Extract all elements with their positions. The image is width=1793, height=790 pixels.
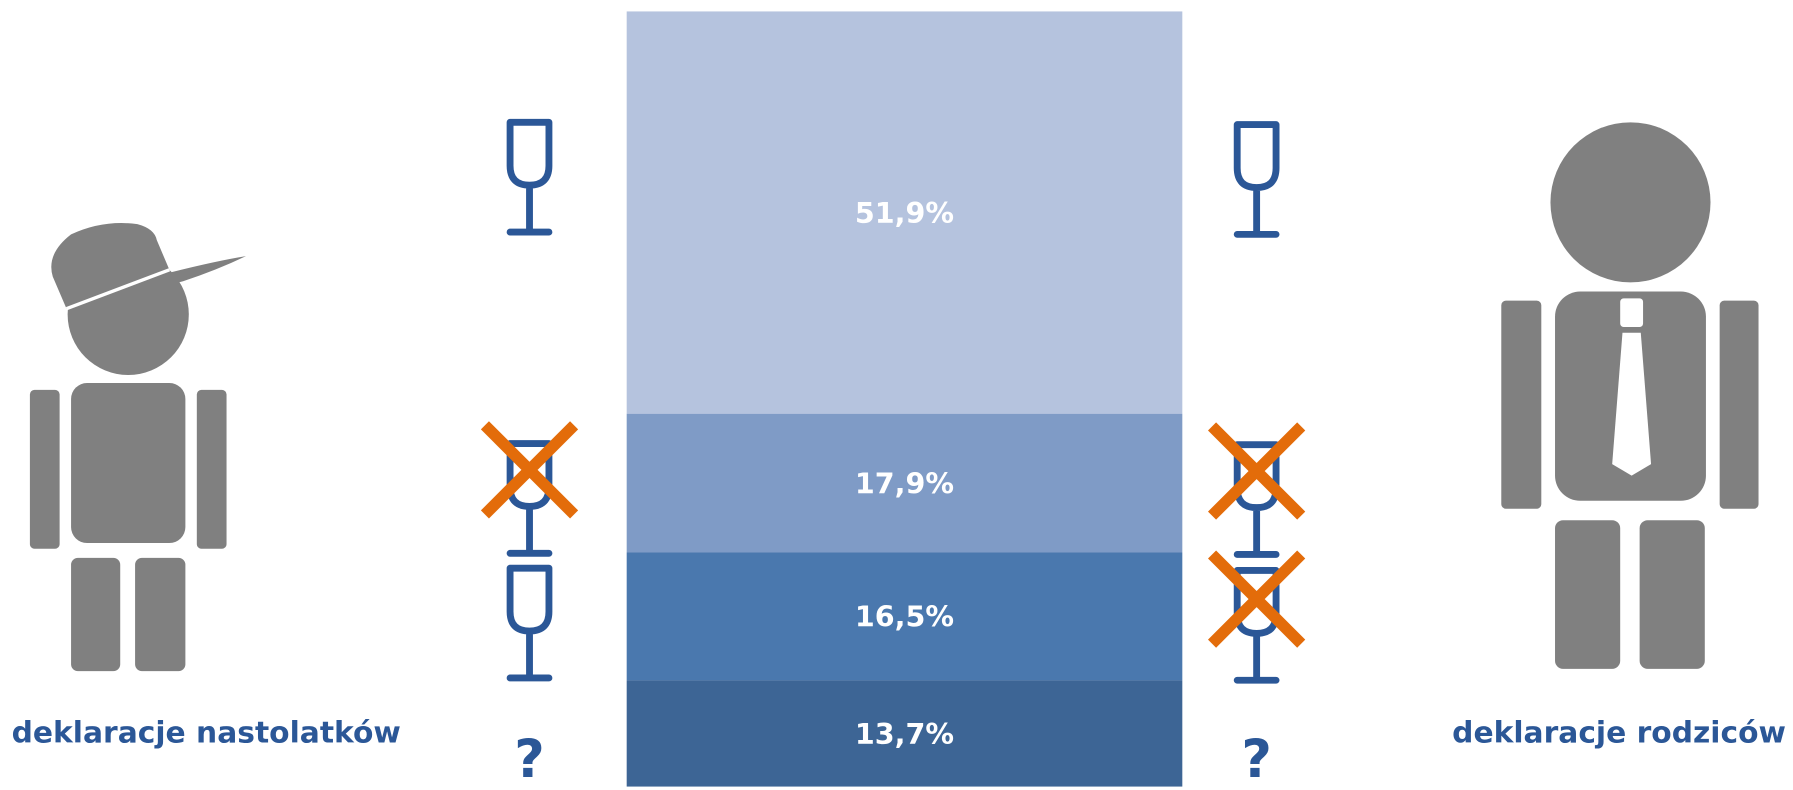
bar-segment <box>626 552 1183 681</box>
value-label: 13,7% <box>855 717 954 751</box>
glass-icon <box>506 118 553 236</box>
bar-segment <box>626 11 1183 414</box>
left-label: deklaracje nastolatków <box>12 715 401 750</box>
value-label: 16,5% <box>855 600 954 634</box>
teen-figure <box>29 223 246 672</box>
value-label: 17,9% <box>855 466 954 500</box>
cross-icon <box>1208 422 1306 520</box>
question-mark: ? <box>1241 729 1272 790</box>
value-label: 51,9% <box>855 196 954 230</box>
parent-figure <box>1501 122 1759 669</box>
cross-icon <box>480 421 579 519</box>
glass-icon <box>506 564 553 682</box>
cross-icon <box>1208 550 1306 648</box>
stacked-bar: 51,9% 17,9% 16,5% 13,7% <box>626 11 1183 787</box>
right-label: deklaracje rodziców <box>1452 715 1786 750</box>
glass-icon <box>1233 121 1280 238</box>
bar-segment <box>626 680 1183 787</box>
bar-segment <box>626 413 1183 553</box>
question-mark: ? <box>514 729 545 790</box>
icons <box>480 118 1306 684</box>
